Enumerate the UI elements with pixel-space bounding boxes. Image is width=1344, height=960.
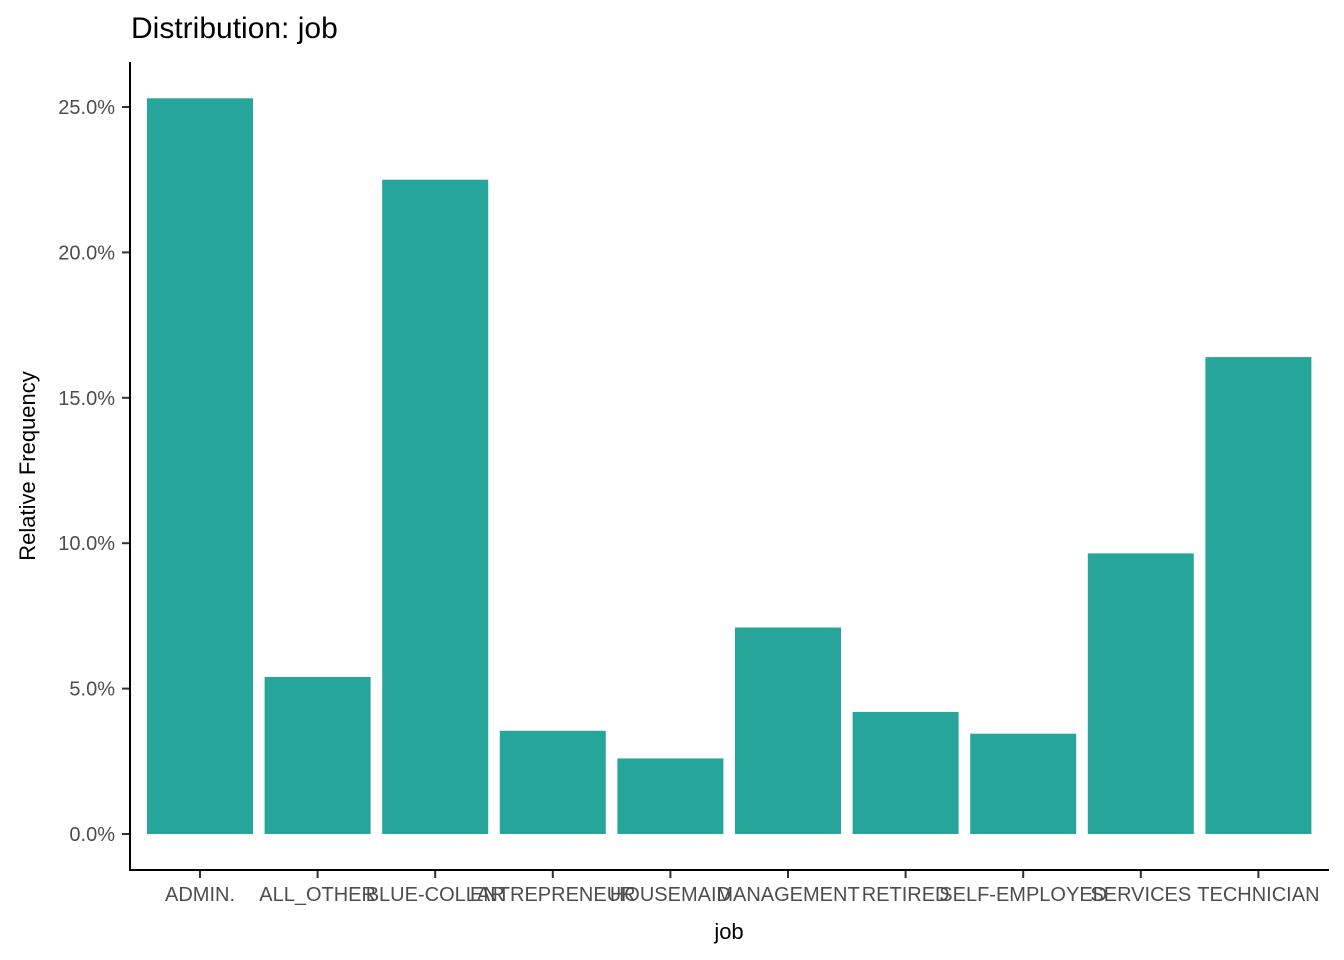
y-tick-label: 15.0% xyxy=(58,388,115,410)
x-ticks-group: ADMIN. ALL_OTHERBLUE-COLLARENTREPRENEURHO… xyxy=(165,871,1320,906)
x-tick-label: ENTREPRENEUR xyxy=(470,884,636,906)
x-tick-label: HOUSEMAID xyxy=(610,884,731,906)
bar-self-employed xyxy=(970,733,1077,834)
bar-technician xyxy=(1205,357,1312,834)
y-tick-label: 25.0% xyxy=(58,97,115,119)
x-tick-label: RETIRED xyxy=(862,884,950,906)
y-tick-label: 20.0% xyxy=(58,242,115,264)
bar-services xyxy=(1087,553,1194,834)
y-axis-title: Relative Frequency xyxy=(15,371,40,561)
bar-entrepreneur xyxy=(499,730,606,834)
x-tick-label: SELF-EMPLOYED xyxy=(939,884,1107,906)
bar-management xyxy=(735,627,841,834)
x-tick-label: ADMIN. xyxy=(165,884,235,906)
bar-blue-collar xyxy=(382,179,489,834)
x-tick-label: SERVICES xyxy=(1090,884,1191,906)
x-tick-label: ALL_OTHER xyxy=(259,884,376,906)
x-tick-label: TECHNICIAN xyxy=(1197,884,1319,906)
chart-title: Distribution: job xyxy=(131,12,338,45)
y-ticks-group: 0.0% 5.0% 10.0% 15.0% 20.0% 25.0% xyxy=(58,97,129,846)
x-tick-label: MANAGEMENT xyxy=(716,884,859,906)
bar-retired xyxy=(852,711,959,834)
bar-housemaid xyxy=(617,758,724,834)
x-tick-label: BLUE-COLLAR xyxy=(366,884,505,906)
bars-group xyxy=(147,98,1312,835)
x-axis-title: job xyxy=(713,919,743,944)
bar-admin xyxy=(147,98,253,835)
y-tick-label: 10.0% xyxy=(58,533,115,555)
bar-all-other xyxy=(264,677,371,834)
y-tick-label: 0.0% xyxy=(69,824,115,846)
y-tick-label: 5.0% xyxy=(69,679,115,701)
